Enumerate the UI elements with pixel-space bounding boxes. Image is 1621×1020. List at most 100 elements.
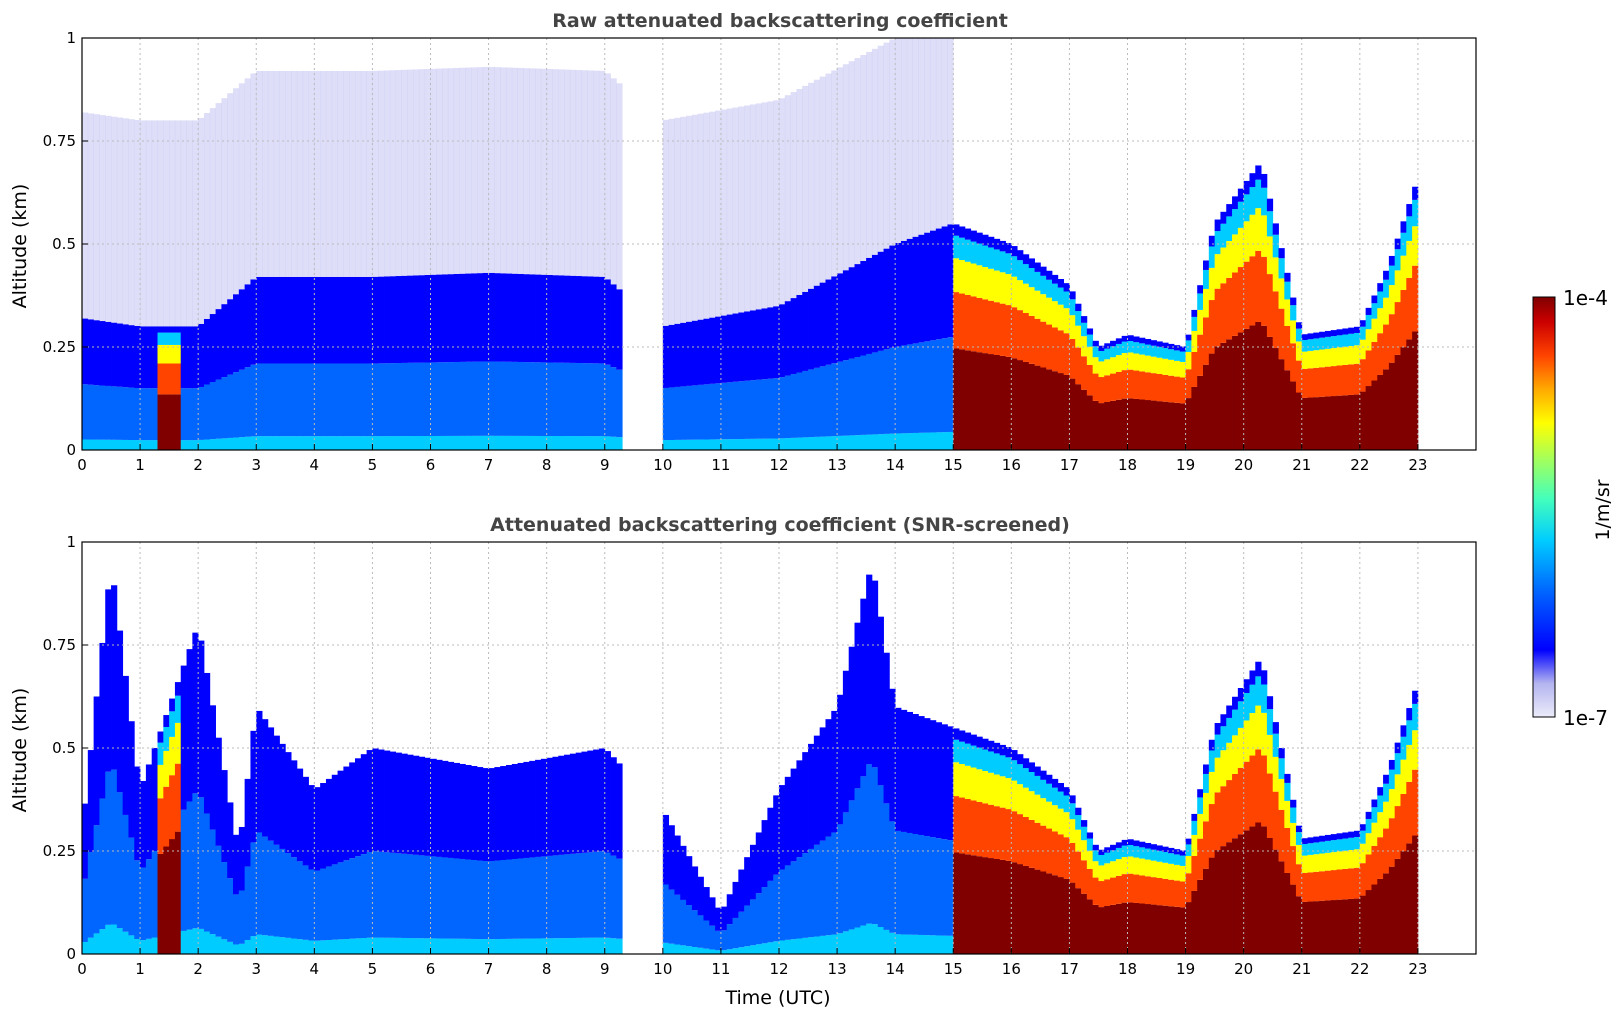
heatmap-cell — [1034, 262, 1041, 272]
heatmap-cell — [471, 273, 478, 362]
y-tick-label: 0.75 — [43, 132, 76, 150]
heatmap-cell — [715, 110, 722, 317]
heatmap-cell — [703, 948, 710, 954]
heatmap-cell — [540, 856, 548, 939]
heatmap-cell — [1185, 351, 1192, 370]
heatmap-cell — [1232, 696, 1239, 710]
heatmap-cell — [145, 388, 153, 441]
heatmap-cell — [773, 438, 780, 450]
heatmap-cell — [227, 437, 234, 450]
heatmap-cell — [128, 935, 135, 954]
heatmap-cell — [1307, 837, 1314, 844]
heatmap-cell — [1063, 283, 1070, 292]
heatmap-cell — [1150, 877, 1157, 905]
heatmap-cell — [1110, 861, 1117, 878]
heatmap-cell — [1406, 744, 1413, 782]
heatmap-cell — [1232, 709, 1239, 736]
heatmap-cell — [610, 938, 617, 954]
heatmap-cell — [203, 813, 211, 932]
heatmap-cell — [140, 780, 147, 868]
heatmap-cell — [128, 387, 135, 441]
heatmap-cell — [1313, 871, 1320, 902]
heatmap-cell — [1301, 340, 1308, 352]
heatmap-cell — [1115, 355, 1123, 372]
heatmap-cell — [1371, 318, 1378, 342]
x-tick-label: 21 — [1292, 960, 1311, 978]
heatmap-cell — [174, 326, 182, 333]
x-tick-label: 23 — [1408, 456, 1427, 474]
heatmap-cell — [337, 862, 344, 940]
heatmap-cell — [802, 752, 809, 854]
heatmap-cell — [1057, 783, 1065, 792]
heatmap-cell — [1162, 846, 1169, 853]
x-tick-label: 23 — [1408, 960, 1427, 978]
heatmap-cell — [1226, 717, 1233, 743]
heatmap-cell — [1226, 780, 1233, 843]
heatmap-cell — [831, 832, 838, 935]
heatmap-cell — [1063, 878, 1070, 954]
heatmap-cell — [1133, 902, 1140, 954]
heatmap-cell — [1046, 774, 1053, 784]
heatmap-cell — [192, 632, 199, 794]
heatmap-cell — [1075, 303, 1082, 312]
heatmap-cell — [1237, 688, 1245, 702]
heatmap-cell — [372, 436, 379, 450]
heatmap-cell — [691, 910, 699, 947]
heatmap-cell — [447, 857, 455, 939]
heatmap-cell — [186, 388, 193, 441]
heatmap-cell — [192, 793, 199, 929]
heatmap-cell — [1371, 303, 1378, 319]
heatmap-cell — [610, 855, 617, 939]
heatmap-cell — [250, 279, 257, 365]
heatmap-cell — [924, 38, 931, 233]
heatmap-cell — [697, 113, 704, 320]
heatmap-cell — [482, 435, 489, 450]
heatmap-cell — [1040, 770, 1047, 780]
heatmap-cell — [941, 338, 948, 433]
heatmap-cell — [744, 105, 751, 312]
heatmap-cell — [1412, 331, 1419, 450]
heatmap-cell — [1104, 905, 1111, 954]
heatmap-cell — [1086, 346, 1094, 365]
heatmap-cell — [494, 361, 501, 436]
heatmap-cell — [1121, 856, 1128, 875]
heatmap-cell — [308, 869, 315, 941]
heatmap-cell — [610, 78, 617, 285]
heatmap-cell — [82, 803, 89, 879]
heatmap-cell — [1243, 194, 1250, 222]
heatmap-cell — [953, 292, 960, 349]
heatmap-cell — [488, 272, 495, 362]
heatmap-cell — [1243, 221, 1250, 262]
heatmap-cell — [1051, 805, 1059, 832]
heatmap-cell — [912, 834, 919, 935]
heatmap-cell — [1069, 882, 1076, 954]
heatmap-cell — [732, 881, 739, 918]
heatmap-cell — [1022, 817, 1030, 866]
heatmap-cell — [482, 272, 489, 362]
heatmap-cell — [842, 435, 850, 450]
x-tick-label: 6 — [426, 960, 436, 978]
heatmap-cell — [889, 347, 896, 434]
heatmap-cell — [1022, 283, 1030, 314]
heatmap-cell — [1005, 253, 1012, 275]
heatmap-cell — [964, 798, 972, 855]
heatmap-cell — [808, 848, 815, 938]
heatmap-cell — [1377, 283, 1384, 292]
heatmap-cell — [1278, 248, 1285, 259]
heatmap-cell — [535, 435, 542, 450]
heatmap-cell — [111, 322, 118, 387]
heatmap-cell — [779, 869, 786, 941]
heatmap-cell — [1110, 844, 1117, 851]
heatmap-cell — [1115, 903, 1123, 954]
heatmap-cell — [1272, 733, 1279, 757]
heatmap-cell — [935, 838, 943, 936]
heatmap-cell — [1214, 231, 1221, 255]
heatmap-cell — [1330, 330, 1337, 337]
heatmap-cell — [1249, 325, 1256, 450]
heatmap-cell — [262, 836, 269, 936]
heatmap-cell — [372, 276, 379, 364]
heatmap-cell — [424, 362, 431, 436]
heatmap-cell — [1365, 811, 1372, 819]
heatmap-cell — [767, 807, 774, 881]
heatmap-cell — [1295, 360, 1303, 393]
